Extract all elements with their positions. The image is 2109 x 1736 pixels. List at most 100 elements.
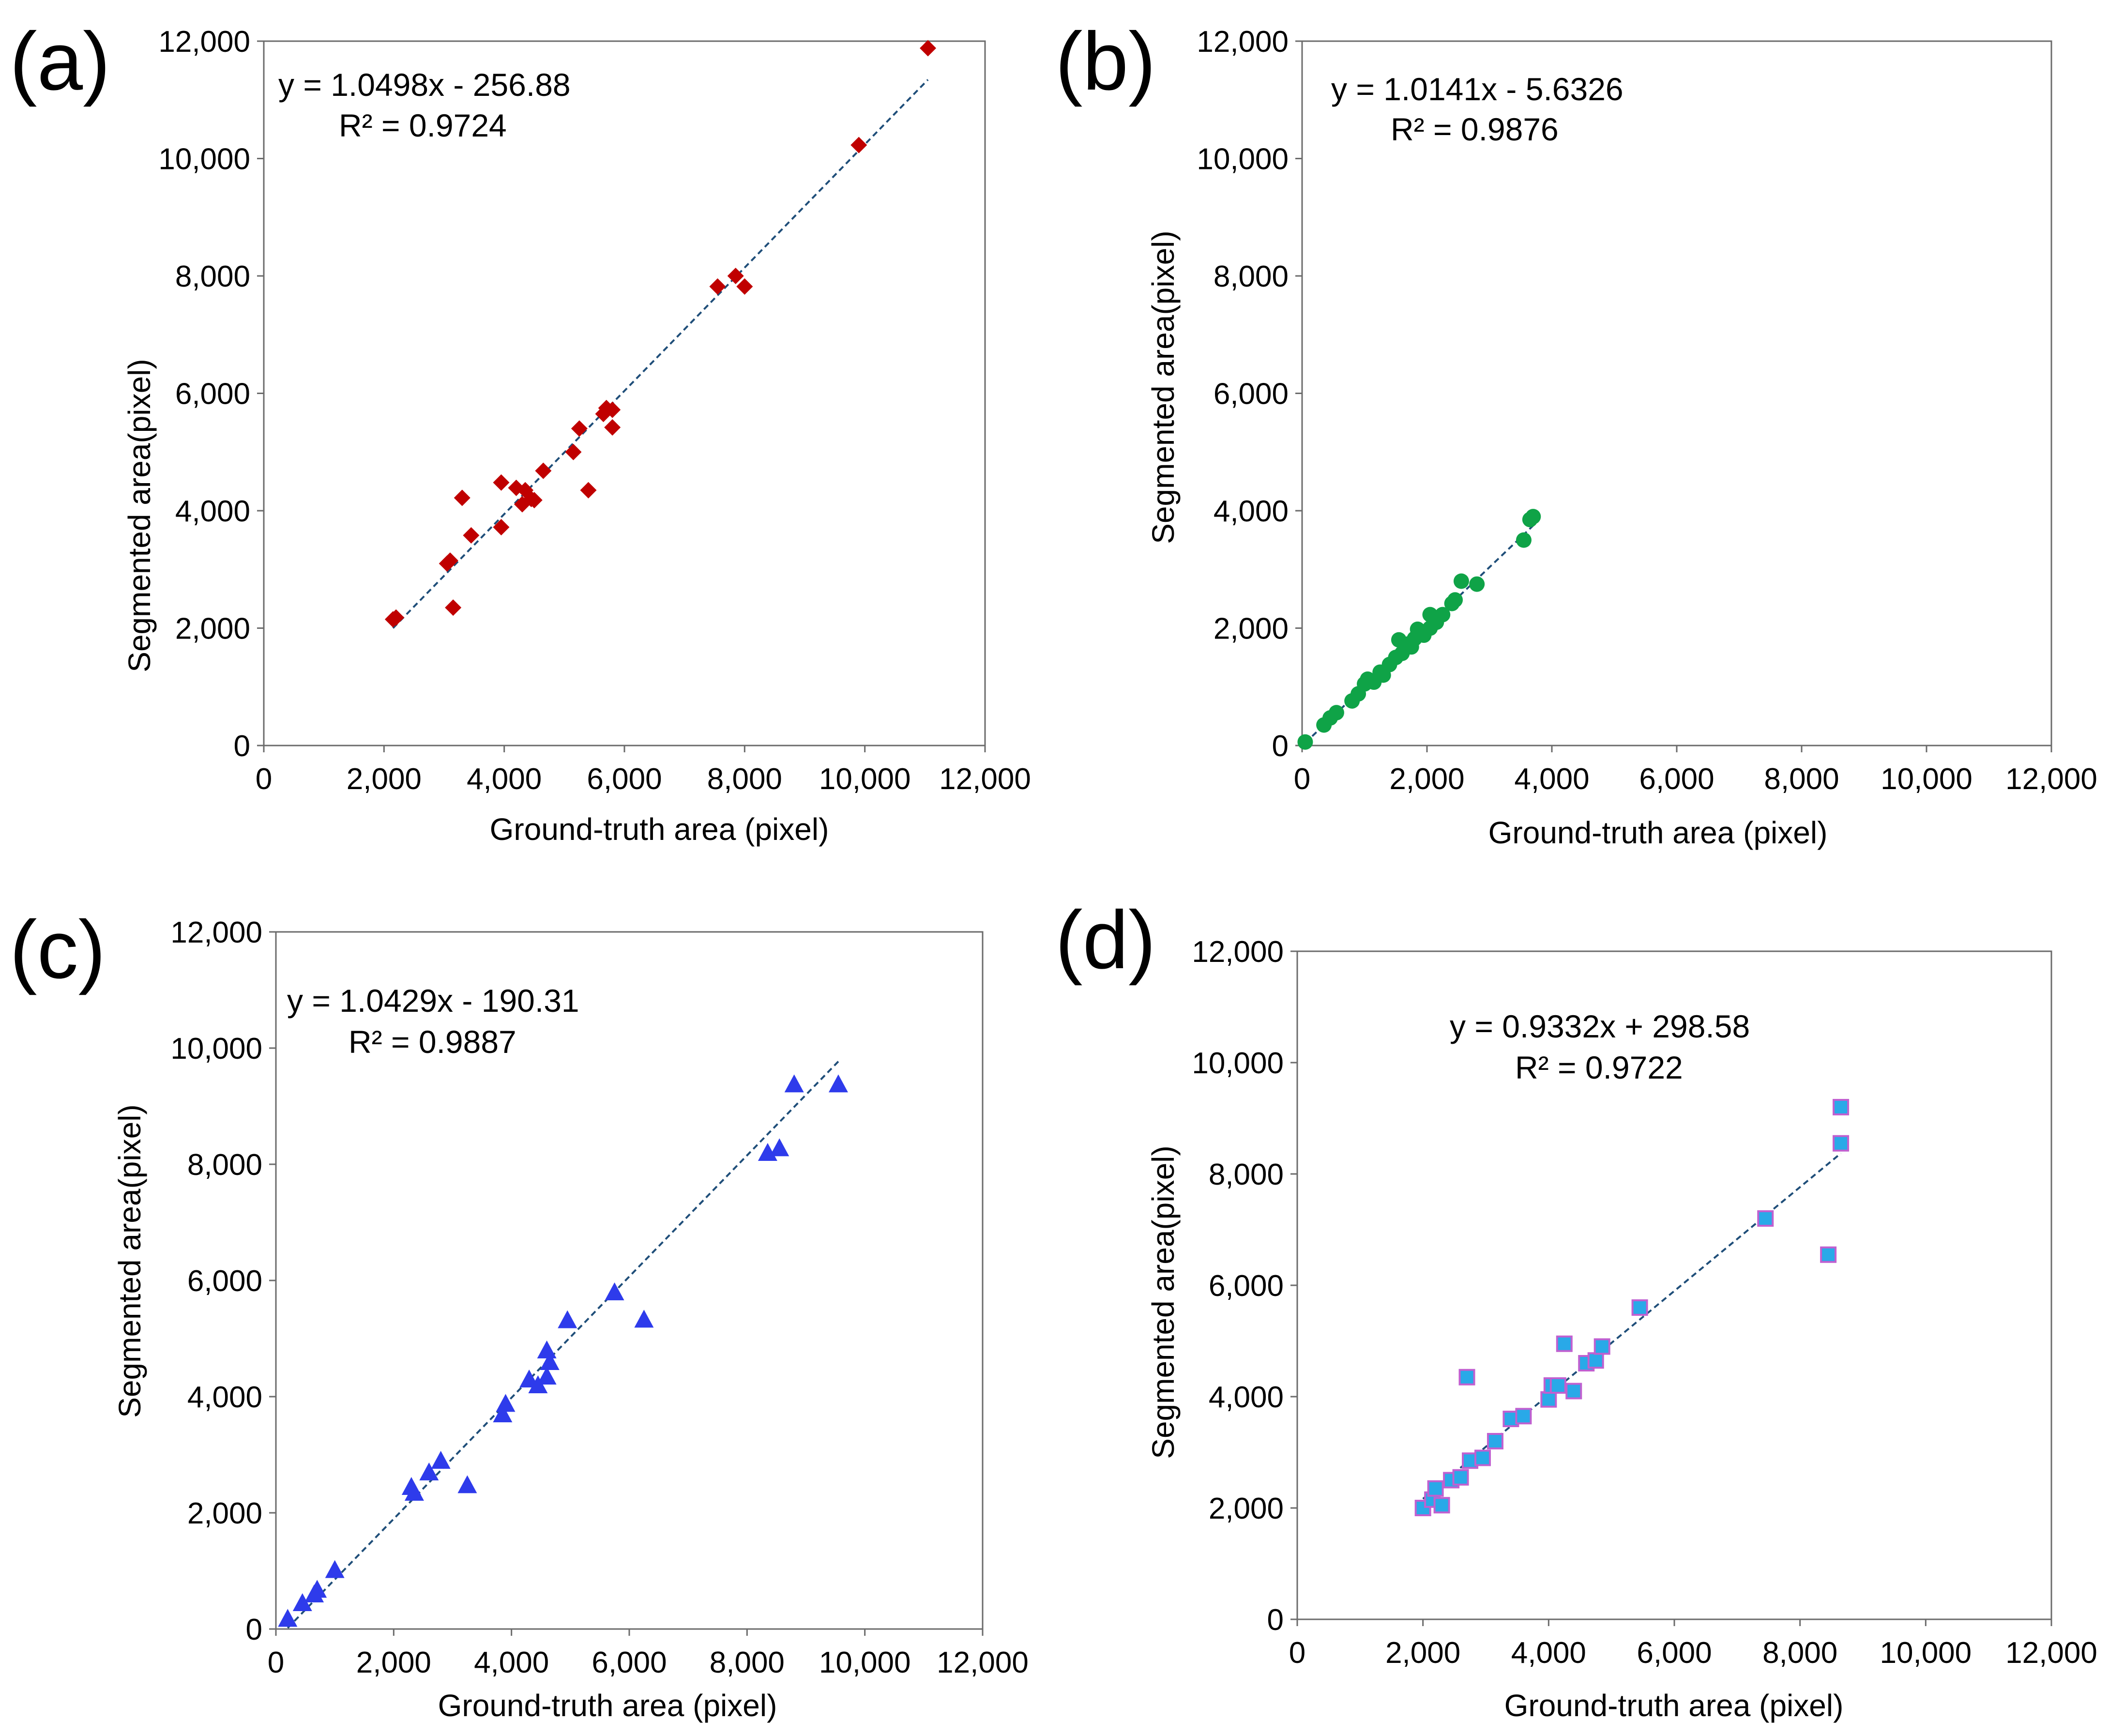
panel-b-y-tick-label: 12,000 bbox=[1197, 25, 1289, 59]
panel-a-data-point bbox=[493, 474, 510, 491]
panel-c-data-point bbox=[537, 1367, 557, 1385]
panel-a-data-point bbox=[565, 443, 582, 460]
panel-a-data-point bbox=[709, 278, 726, 295]
panel-d-data-point bbox=[1593, 1338, 1610, 1355]
panel-c-x-tick-label: 12,000 bbox=[937, 1646, 1029, 1679]
panel-a-x-tick-label: 6,000 bbox=[587, 762, 662, 796]
panel-c-x-tick-label: 6,000 bbox=[592, 1646, 667, 1679]
panel-d-r-squared: R² = 0.9722 bbox=[1515, 1050, 1683, 1085]
panel-c-data-point bbox=[537, 1340, 557, 1358]
panel-b-x-tick-label: 8,000 bbox=[1764, 762, 1839, 796]
panel-a-data-point bbox=[920, 40, 937, 57]
panel-c-data-point bbox=[784, 1074, 804, 1093]
panel-d-y-tick-label: 8,000 bbox=[1209, 1158, 1284, 1191]
panel-a-y-tick-label: 12,000 bbox=[158, 25, 250, 59]
panel-c: (c) y = 1.0429x - 190.31 R² = 0.9887 Gro… bbox=[10, 904, 1029, 1723]
panel-d-data-point bbox=[1433, 1497, 1450, 1514]
panel-a-y-axis-label: Segmented area(pixel) bbox=[122, 359, 157, 672]
panel-a-y-tick-label: 2,000 bbox=[175, 612, 250, 646]
panel-a-y-tick-label: 4,000 bbox=[175, 495, 250, 528]
panel-d-data-point bbox=[1458, 1369, 1475, 1386]
panel-b-y-tick-label: 8,000 bbox=[1214, 260, 1289, 293]
panel-b-y-tick-label: 0 bbox=[1272, 730, 1289, 763]
panel-a-x-axis-label: Ground-truth area (pixel) bbox=[490, 812, 829, 847]
panel-a-x-tick-label: 12,000 bbox=[939, 762, 1031, 796]
panel-d-y-tick-label: 0 bbox=[1267, 1603, 1284, 1637]
panel-c-data-point bbox=[540, 1352, 560, 1370]
panel-d-x-tick-label: 8,000 bbox=[1762, 1636, 1837, 1670]
panel-a-data-point bbox=[850, 137, 867, 153]
panel-b-equation: y = 1.0141x - 5.6326 bbox=[1331, 71, 1623, 107]
panel-d-data-point bbox=[1540, 1391, 1557, 1408]
panel-c-data-point bbox=[770, 1138, 789, 1157]
panel-b-data-point bbox=[1435, 607, 1451, 623]
panel-a-data-point bbox=[441, 552, 458, 569]
panel-b-x-tick-label: 2,000 bbox=[1389, 762, 1464, 796]
panel-b-y-tick-label: 6,000 bbox=[1214, 378, 1289, 411]
panel-b-y-tick-label: 2,000 bbox=[1214, 612, 1289, 646]
panel-d-data-point bbox=[1427, 1480, 1444, 1497]
panel-a-x-tick-label: 8,000 bbox=[707, 762, 782, 796]
panel-c-data-point bbox=[493, 1404, 513, 1422]
panel-a-y-tick-label: 10,000 bbox=[158, 143, 250, 176]
panel-c-data-point bbox=[758, 1143, 777, 1161]
panel-d-equation: y = 0.9332x + 298.58 bbox=[1450, 1008, 1750, 1044]
panel-d-data-point bbox=[1549, 1377, 1566, 1394]
panel-d-data-point bbox=[1833, 1099, 1850, 1115]
panel-a-data-point bbox=[493, 518, 510, 535]
panel-b-x-tick-label: 4,000 bbox=[1514, 762, 1589, 796]
panel-d-data-point bbox=[1631, 1299, 1648, 1316]
panel-d-data-point bbox=[1587, 1352, 1604, 1369]
panel-c-data-point bbox=[496, 1394, 516, 1412]
panel-d-x-tick-label: 12,000 bbox=[2005, 1636, 2097, 1670]
panel-c-y-tick-label: 10,000 bbox=[170, 1032, 262, 1066]
panel-a: (a) y = 1.0498x - 256.88 R² = 0.9724 Gro… bbox=[10, 15, 1031, 847]
panel-c-y-tick-label: 8,000 bbox=[187, 1148, 262, 1182]
panel-a-data-point bbox=[604, 419, 621, 436]
panel-b-x-tick-label: 0 bbox=[1294, 762, 1310, 796]
panel-a-r-squared: R² = 0.9724 bbox=[339, 107, 507, 143]
panel-a-data-point bbox=[454, 489, 470, 506]
panel-c-x-tick-label: 4,000 bbox=[474, 1646, 549, 1679]
panel-a-data-point bbox=[727, 268, 744, 284]
panel-d-y-tick-label: 12,000 bbox=[1192, 935, 1284, 969]
panel-a-data-point bbox=[535, 462, 552, 479]
panel-a-x-tick-label: 0 bbox=[256, 762, 272, 796]
panel-a-data-point bbox=[571, 420, 588, 437]
panel-b-data-point bbox=[1525, 509, 1541, 525]
panel-d-data-point bbox=[1487, 1433, 1503, 1449]
panel-c-y-tick-label: 6,000 bbox=[187, 1264, 262, 1298]
panel-d-y-tick-label: 4,000 bbox=[1209, 1381, 1284, 1414]
panel-a-x-tick-label: 2,000 bbox=[347, 762, 422, 796]
panel-a-data-point bbox=[604, 401, 621, 418]
panel-a-x-tick-label: 4,000 bbox=[467, 762, 542, 796]
panel-b-x-axis-label: Ground-truth area (pixel) bbox=[1488, 815, 1828, 850]
panel-c-data-point bbox=[419, 1462, 439, 1480]
panel-a-data-point bbox=[445, 599, 462, 616]
panel-a-letter: (a) bbox=[10, 15, 110, 107]
panel-c-x-axis-label: Ground-truth area (pixel) bbox=[438, 1688, 777, 1723]
panel-d-x-axis-label: Ground-truth area (pixel) bbox=[1504, 1688, 1844, 1723]
panel-c-data-point bbox=[457, 1475, 477, 1493]
panel-a-x-tick-label: 10,000 bbox=[819, 762, 911, 796]
panel-d-x-tick-label: 10,000 bbox=[1880, 1636, 1972, 1670]
panel-a-data-point bbox=[736, 278, 753, 295]
panel-c-r-squared: R² = 0.9887 bbox=[349, 1024, 516, 1060]
panel-d-x-tick-label: 4,000 bbox=[1511, 1636, 1586, 1670]
panel-a-equation: y = 1.0498x - 256.88 bbox=[278, 67, 571, 103]
panel-b: (b) y = 1.0141x - 5.6326 R² = 0.9876 Gro… bbox=[1055, 15, 2097, 850]
panel-c-data-point bbox=[292, 1593, 312, 1611]
panel-b-r-squared: R² = 0.9876 bbox=[1391, 111, 1559, 147]
panel-d-y-tick-label: 2,000 bbox=[1209, 1492, 1284, 1525]
panel-c-data-point bbox=[278, 1609, 298, 1627]
panel-c-x-tick-label: 0 bbox=[268, 1646, 284, 1679]
panel-d-data-point bbox=[1452, 1469, 1469, 1486]
panel-b-data-point bbox=[1297, 734, 1313, 750]
panel-a-data-point bbox=[580, 482, 597, 499]
panel-a-y-tick-label: 0 bbox=[234, 730, 250, 763]
panel-c-data-point bbox=[307, 1580, 327, 1598]
panel-a-y-tick-label: 6,000 bbox=[175, 378, 250, 411]
panel-c-y-tick-label: 12,000 bbox=[170, 916, 262, 949]
